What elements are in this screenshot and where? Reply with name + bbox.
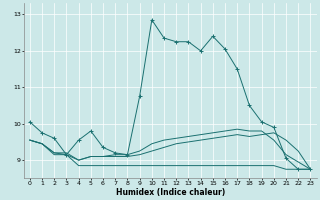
X-axis label: Humidex (Indice chaleur): Humidex (Indice chaleur) [116, 188, 225, 197]
